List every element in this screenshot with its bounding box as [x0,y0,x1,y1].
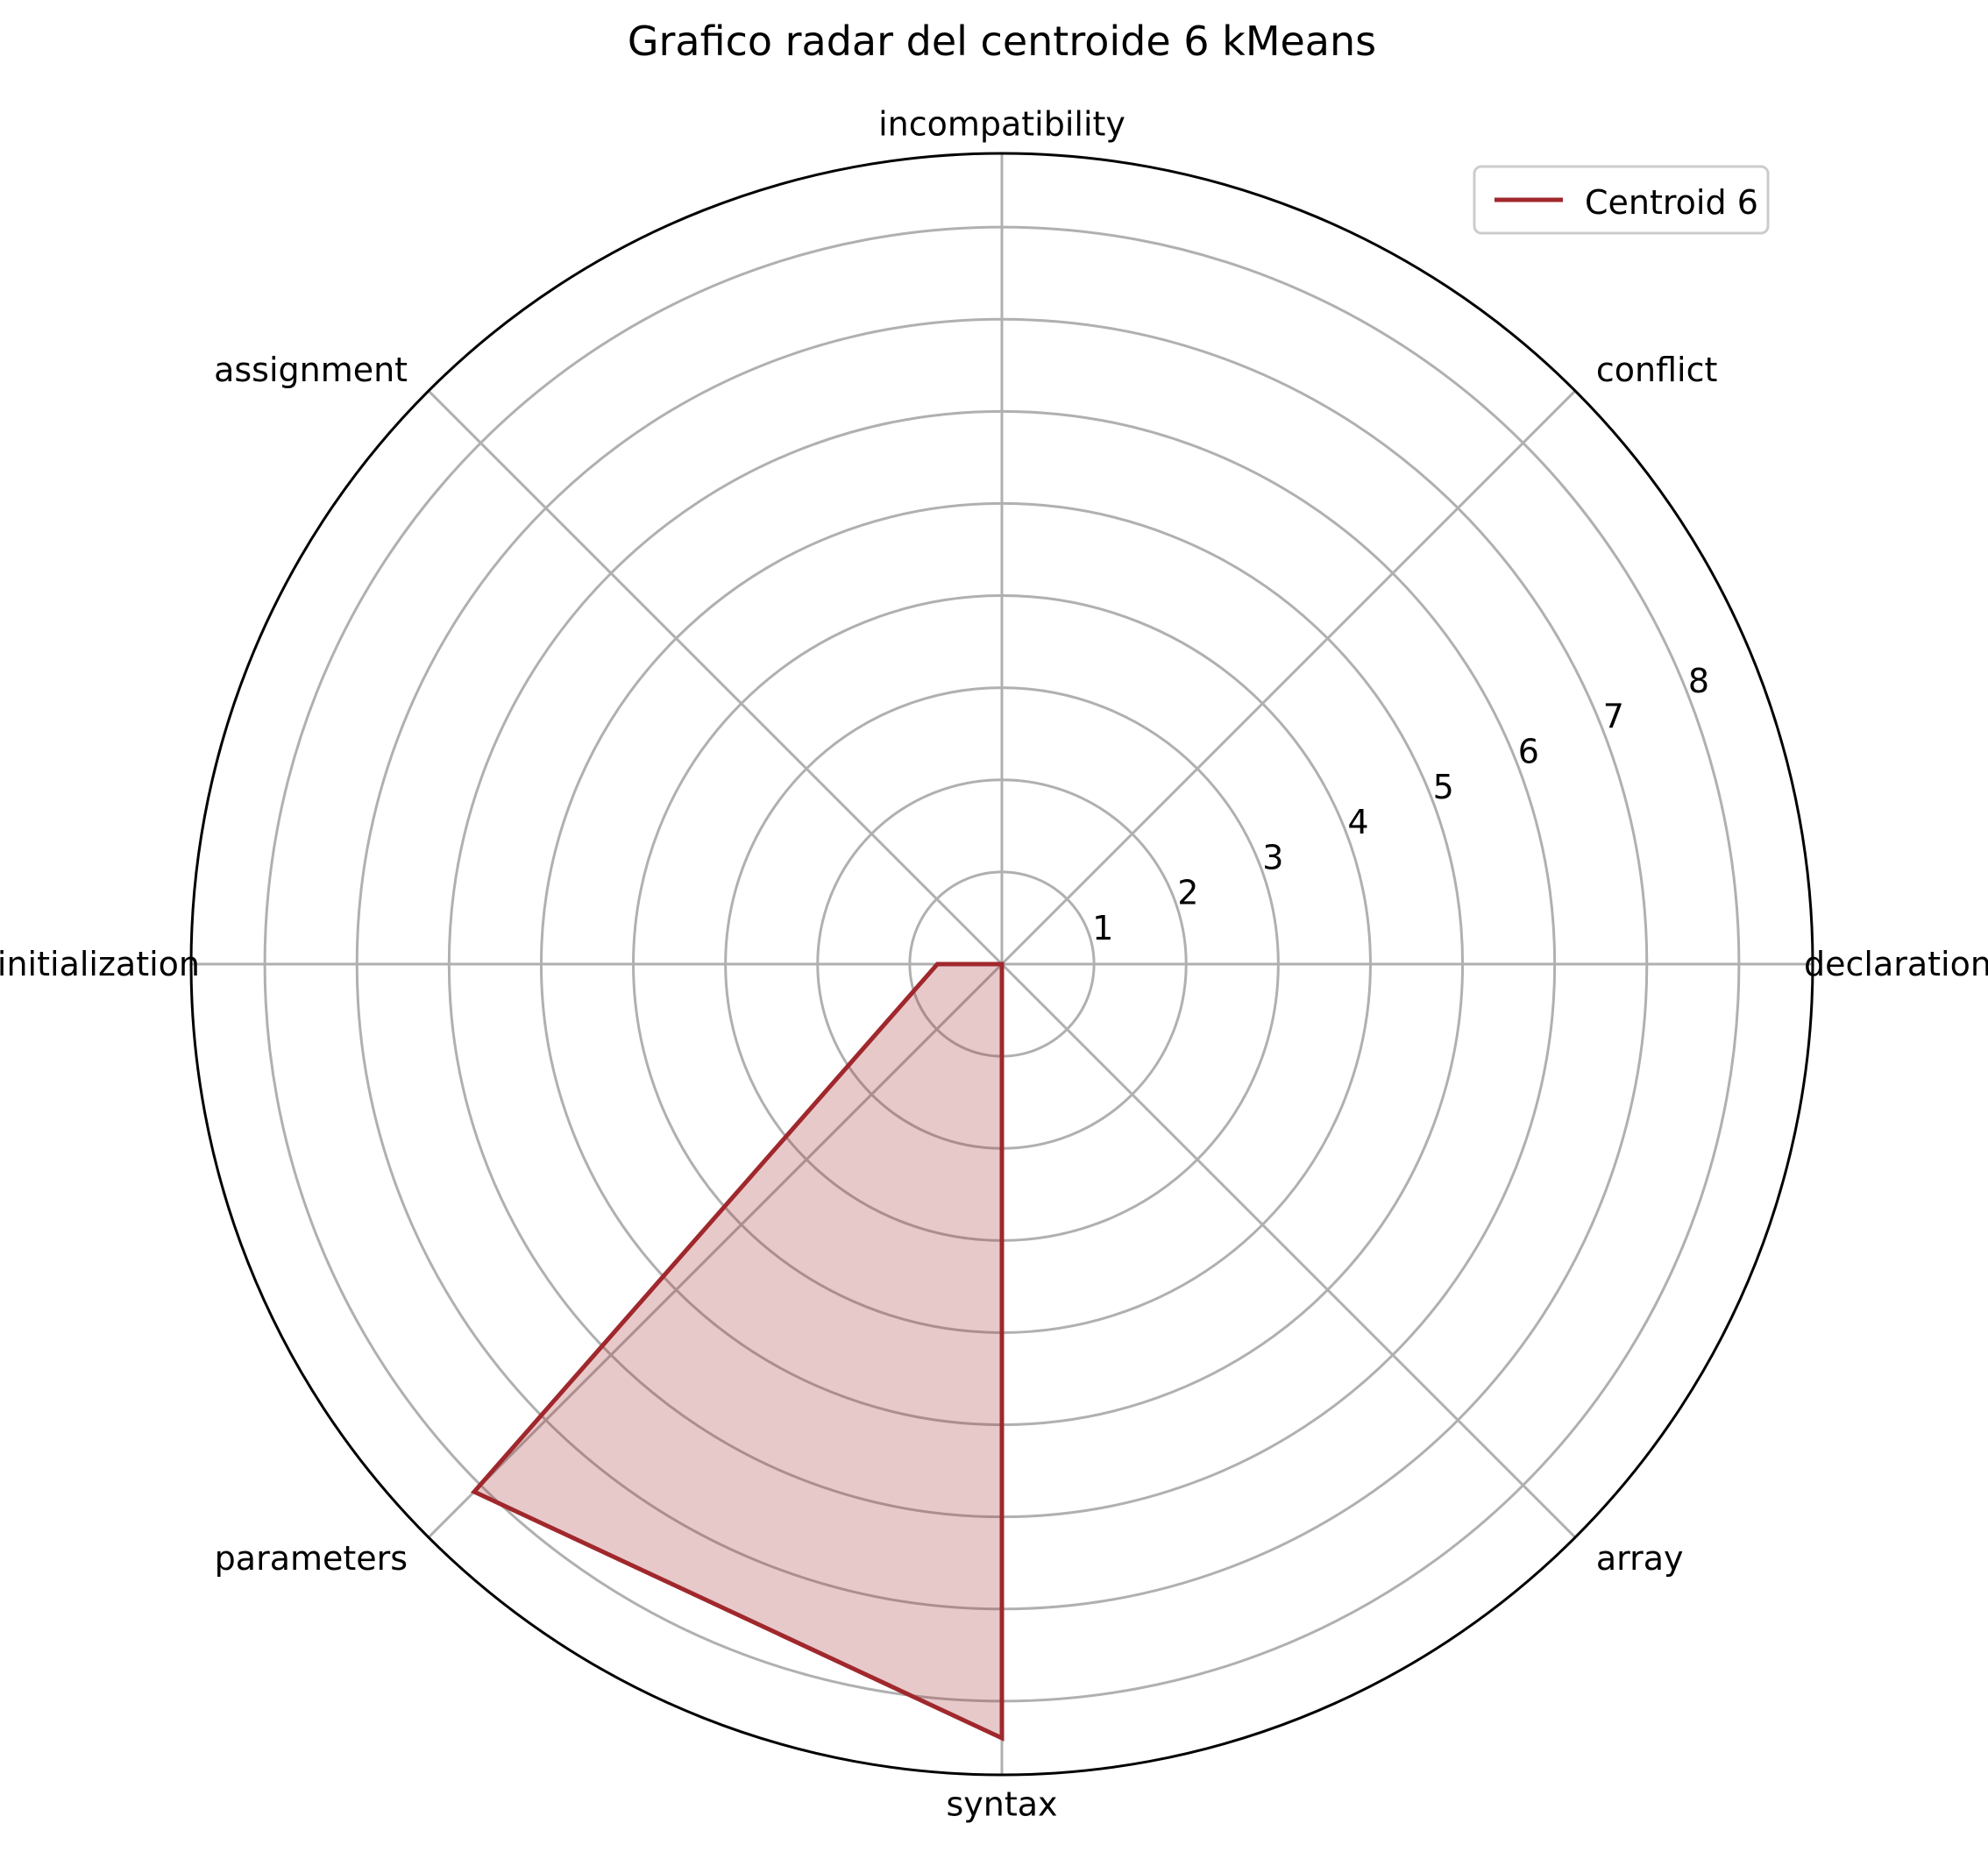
radial-tick-2: 2 [1177,874,1198,912]
outer-boundary [189,152,1814,1777]
axis-label-assignment: assignment [214,351,408,389]
axis-label-syntax: syntax [946,1785,1057,1824]
series-line-0 [470,961,1005,1742]
radial-tick-4: 4 [1347,803,1368,841]
axis-label-parameters: parameters [215,1539,408,1578]
radial-tick-7: 7 [1603,697,1624,735]
radial-tick-1: 1 [1092,909,1113,947]
radial-tick-3: 3 [1262,838,1283,876]
axis-label-declaration: declaration [1804,945,1988,983]
spoke-array [1000,962,1577,1539]
spoke-assignment [427,389,1004,966]
axis-labels: incompatibility conflict declaration array s… [0,104,1988,1823]
spoke-conflict [1000,389,1577,966]
legend-box [1473,165,1770,235]
legend: Centroid 6 [1473,165,1770,235]
radial-tick-8: 8 [1688,662,1709,700]
chart-title: Grafico radar del centroide 6 kMeans [628,18,1376,65]
series-area-0 [474,964,1002,1738]
axis-label-incompatibility: incompatibility [878,104,1125,143]
axis-label-initialization: initialization [0,945,200,983]
radar-series [470,961,1005,1742]
axis-label-conflict: conflict [1596,351,1718,389]
radial-tick-5: 5 [1433,768,1454,806]
spoke-parameters [427,962,1004,1539]
axis-label-array: array [1596,1539,1684,1578]
legend-label: Centroid 6 [1585,183,1758,222]
radial-tick-labels: 1 2 3 4 5 6 7 8 [1092,662,1709,947]
radial-tick-6: 6 [1518,733,1539,771]
